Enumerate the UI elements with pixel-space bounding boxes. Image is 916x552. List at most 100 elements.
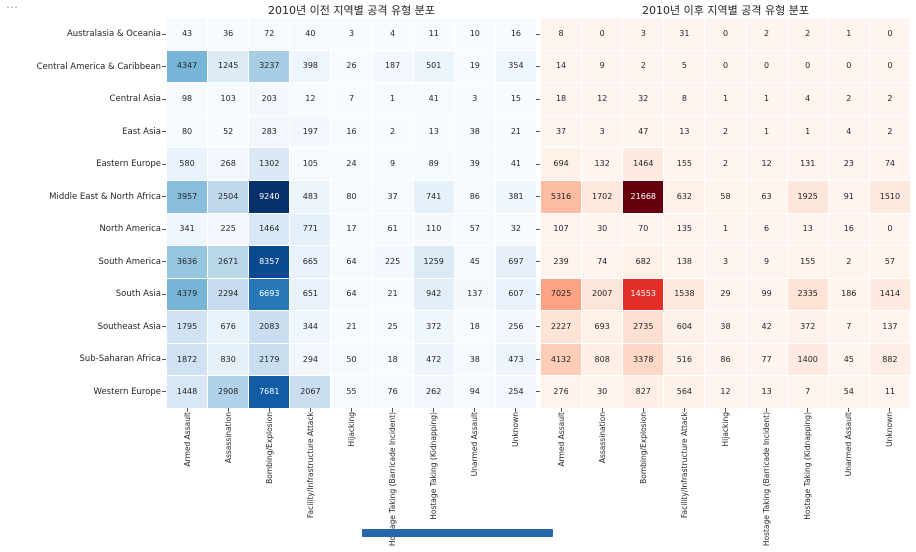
heatmap-cell: 18 [454, 311, 495, 343]
heatmap-cell: 31 [664, 18, 705, 50]
heatmap-cell: 103 [208, 83, 249, 115]
heatmap-cell: 1925 [787, 180, 828, 213]
heatmap-cell: 43 [167, 18, 208, 50]
heatmap-cell: 254 [495, 376, 536, 408]
heatmap-cell: 1 [746, 115, 787, 148]
heatmap-cell: 16 [828, 213, 869, 246]
heatmap-cell: 2294 [208, 278, 249, 311]
heatmap-cell: 2 [828, 83, 869, 115]
heatmap-cell: 0 [705, 50, 746, 83]
heatmap-cell: 3957 [167, 180, 208, 213]
heatmap-cell: 0 [869, 50, 910, 83]
heatmap-cell: 155 [787, 246, 828, 278]
heatmap-cell: 830 [208, 343, 249, 376]
heatmap-cell: 4379 [167, 278, 208, 311]
x-tick-label: Hijacking [346, 412, 356, 447]
heatmap-cell: 21 [495, 115, 536, 148]
y-tick [162, 131, 166, 133]
heatmap-cell: 98 [167, 83, 208, 115]
y-tick [162, 391, 166, 393]
x-tick [187, 408, 188, 412]
heatmap-cell: 11 [413, 18, 454, 50]
heatmap-cell: 1872 [167, 343, 208, 376]
heatmap-cell: 36 [208, 18, 249, 50]
heatmap-cell: 105 [290, 148, 331, 180]
x-tick [351, 408, 352, 412]
y-tick [162, 163, 166, 165]
x-tick-label: Unarmed Assault [843, 412, 853, 477]
heatmap-cell: 693 [582, 311, 623, 343]
heatmap-cell: 2671 [208, 246, 249, 278]
heatmap-cell: 32 [623, 83, 664, 115]
y-tick [162, 33, 166, 35]
heatmap-cell: 187 [372, 50, 413, 83]
y-tick-label: Central Asia [109, 94, 161, 105]
heatmap-cell: 4 [372, 18, 413, 50]
heatmap-cell: 80 [167, 115, 208, 148]
heatmap-cell: 372 [787, 311, 828, 343]
heatmap-cell: 7 [331, 83, 372, 115]
heatmap-cell: 1448 [167, 376, 208, 408]
x-tick [269, 408, 270, 412]
heatmap-cell: 94 [454, 376, 495, 408]
heatmap-cell: 29 [705, 278, 746, 311]
x-tick [766, 408, 767, 412]
x-tick-label: Unknown [884, 412, 894, 447]
heatmap-post2010: 8 0 3 31 0 2 2 1 0 14 9 2 5 0 0 0 0 0 18 12 32 8 1 1 4 2 2 37 3 47 13 2… [541, 18, 910, 408]
x-tick [392, 408, 393, 412]
heatmap-cell: 86 [454, 180, 495, 213]
heatmap-cell: 294 [290, 343, 331, 376]
heatmap-cell: 0 [746, 50, 787, 83]
y-tick-label: Western Europe [93, 386, 161, 397]
heatmap-cell: 2 [869, 115, 910, 148]
heatmap-cell: 341 [167, 213, 208, 246]
heatmap-cell: 1702 [582, 180, 623, 213]
heatmap-cell: 7 [828, 311, 869, 343]
more-options-icon[interactable]: ⋯ [6, 0, 21, 14]
y-tick-label: North America [99, 224, 161, 235]
heatmap-cell: 665 [290, 246, 331, 278]
heatmap-cell: 13 [413, 115, 454, 148]
heatmap-cell: 135 [664, 213, 705, 246]
heatmap-cell: 14 [541, 50, 582, 83]
heatmap-cell: 268 [208, 148, 249, 180]
heatmap-cell: 501 [413, 50, 454, 83]
heatmap-cell: 256 [495, 311, 536, 343]
heatmap-cell: 1 [746, 83, 787, 115]
heatmap-cell: 76 [372, 376, 413, 408]
heatmap-cell: 41 [413, 83, 454, 115]
heatmap-cell: 8 [664, 83, 705, 115]
heatmap-cell: 21 [331, 311, 372, 343]
y-tick-label: Central America & Caribbean [36, 61, 161, 72]
heatmap-cell: 45 [454, 246, 495, 278]
y-tick [536, 228, 540, 230]
x-tick [889, 408, 890, 412]
heatmap-cell: 771 [290, 213, 331, 246]
heatmap-cell: 2179 [249, 343, 290, 376]
heatmap-cell: 2 [623, 50, 664, 83]
heatmap-cell: 3378 [623, 343, 664, 376]
heatmap-cell: 1 [372, 83, 413, 115]
heatmap-cell: 1400 [787, 343, 828, 376]
bottom-scrollbar[interactable] [362, 529, 553, 537]
heatmap-cell: 398 [290, 50, 331, 83]
x-tick [848, 408, 849, 412]
heatmap-cell: 2 [869, 83, 910, 115]
heatmap-cell: 37 [372, 180, 413, 213]
heatmap-cell: 12 [582, 83, 623, 115]
heatmap-cell: 47 [623, 115, 664, 148]
heatmap-cell: 197 [290, 115, 331, 148]
heatmap-cell: 4347 [167, 50, 208, 83]
heatmap-cell: 15 [495, 83, 536, 115]
heatmap-cell: 1510 [869, 180, 910, 213]
heatmap-cell: 203 [249, 83, 290, 115]
heatmap-cell: 7 [787, 376, 828, 408]
y-tick-label: Middle East & North Africa [49, 191, 161, 202]
heatmap-cell: 344 [290, 311, 331, 343]
heatmap-cell: 40 [290, 18, 331, 50]
x-tick [515, 408, 516, 412]
heatmap-cell: 16 [495, 18, 536, 50]
heatmap-cell: 1414 [869, 278, 910, 311]
heatmap-cell: 2067 [290, 376, 331, 408]
heatmap-cell: 42 [746, 311, 787, 343]
